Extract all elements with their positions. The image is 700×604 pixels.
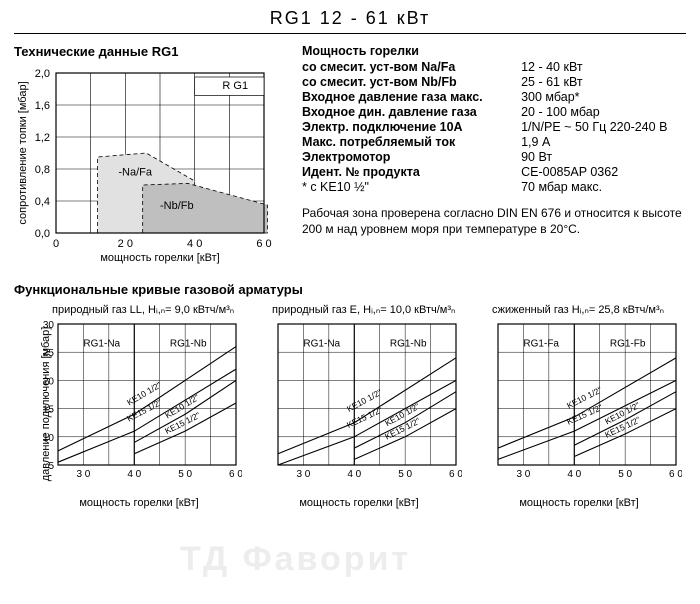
svg-text:6 0: 6 0 — [229, 469, 242, 480]
svg-text:RG1-Nb: RG1-Nb — [390, 339, 427, 350]
svg-text:2 0: 2 0 — [118, 238, 133, 250]
svg-text:сопротивление топки [мбар]: сопротивление топки [мбар] — [17, 81, 29, 224]
spec-key: Входное давление газа макс. — [302, 90, 503, 105]
tech-data-heading: Технические данные RG1 — [14, 44, 284, 59]
spec-value: 20 - 100 мбар — [503, 105, 686, 120]
svg-text:3 0: 3 0 — [516, 469, 530, 480]
specs-block: Мощность горелки со смесит. уст-вом Na/F… — [302, 44, 686, 268]
bottom-ylabel: давление подключения [мбар] — [40, 324, 52, 484]
specs-table: со смесит. уст-вом Na/Fa12 - 40 кВтсо см… — [302, 60, 686, 195]
specs-head: Мощность горелки — [302, 44, 686, 58]
spec-key: Электромотор — [302, 150, 503, 165]
spec-value: 25 - 61 кВт — [503, 75, 686, 90]
svg-text:1,6: 1,6 — [35, 100, 50, 112]
svg-text:5 0: 5 0 — [618, 469, 632, 480]
spec-key: Входное дин. давление газа — [302, 105, 503, 120]
svg-text:-Na/Fa: -Na/Fa — [118, 166, 152, 178]
spec-value: 90 Вт — [503, 150, 686, 165]
svg-text:0,4: 0,4 — [35, 196, 50, 208]
svg-text:3 0: 3 0 — [76, 469, 90, 480]
svg-text:4 0: 4 0 — [347, 469, 361, 480]
svg-text:4 0: 4 0 — [187, 238, 202, 250]
svg-text:6 0: 6 0 — [669, 469, 682, 480]
spec-value: 70 мбар макс. — [503, 180, 686, 195]
mini-xlabel: мощность горелки [кВт] — [252, 497, 466, 509]
gas-curve-chart: природный газ LL, Hᵢ,ₙ= 9,0 кВтч/м³ₙ5101… — [32, 303, 246, 509]
svg-text:4 0: 4 0 — [127, 469, 141, 480]
mini-xlabel: мощность горелки [кВт] — [472, 497, 686, 509]
svg-text:4 0: 4 0 — [567, 469, 581, 480]
spec-value: CE-0085AP 0362 — [503, 165, 686, 180]
svg-text:2,0: 2,0 — [35, 68, 50, 80]
spec-key: со смесит. уст-вом Na/Fa — [302, 60, 503, 75]
bottom-charts-row: природный газ LL, Hᵢ,ₙ= 9,0 кВтч/м³ₙ5101… — [32, 303, 686, 509]
gas-curve-chart: природный газ Е, Hᵢ,ₙ= 10,0 кВтч/м³ₙ 3 0 4… — [252, 303, 466, 509]
mini-chart-title: сжиженный газ Hᵢ,ₙ= 25,8 кВтч/м³ₙ — [472, 303, 686, 316]
mini-chart-title: природный газ Е, Hᵢ,ₙ= 10,0 кВтч/м³ₙ — [252, 303, 466, 316]
spec-value: 300 мбар* — [503, 90, 686, 105]
work-zone-chart: 0,0 0,4 0,8 1,2 1,6 2,0 0 2 0 4 0 6 0 -Na/Fa -Nb/Fb… — [14, 65, 284, 268]
mini-xlabel: мощность горелки [кВт] — [32, 497, 246, 509]
svg-text:RG1-Na: RG1-Na — [303, 339, 340, 350]
specs-note: Рабочая зона проверена согласно DIN EN 6… — [302, 205, 686, 237]
svg-text:5 0: 5 0 — [398, 469, 412, 480]
spec-key: со смесит. уст-вом Nb/Fb — [302, 75, 503, 90]
spec-key: * с KE10 ½" — [302, 180, 503, 195]
svg-text:RG1-Fa: RG1-Fa — [523, 339, 559, 350]
spec-value: 12 - 40 кВт — [503, 60, 686, 75]
svg-text:-Nb/Fb: -Nb/Fb — [160, 200, 194, 212]
svg-text:RG1-Nb: RG1-Nb — [170, 339, 207, 350]
spec-key: Макс. потребляемый ток — [302, 135, 503, 150]
svg-text:0,0: 0,0 — [35, 228, 50, 240]
svg-text:5 0: 5 0 — [178, 469, 192, 480]
svg-text:6 0: 6 0 — [449, 469, 462, 480]
svg-text:RG1-Fb: RG1-Fb — [610, 339, 646, 350]
page-title: RG1 12 - 61 кВт — [14, 8, 686, 29]
svg-text:мощность горелки [кВт]: мощность горелки [кВт] — [100, 252, 219, 264]
svg-text:RG1-Na: RG1-Na — [83, 339, 120, 350]
svg-text:0,8: 0,8 — [35, 164, 50, 176]
hr-top — [14, 33, 686, 34]
svg-text:6 0: 6 0 — [256, 238, 271, 250]
mini-chart-title: природный газ LL, Hᵢ,ₙ= 9,0 кВтч/м³ₙ — [32, 303, 246, 316]
gas-curve-chart: сжиженный газ Hᵢ,ₙ= 25,8 кВтч/м³ₙ 3 0 4 0 5… — [472, 303, 686, 509]
spec-key: Идент. № продукта — [302, 165, 503, 180]
spec-value: 1,9 А — [503, 135, 686, 150]
spec-value: 1/N/PE ~ 50 Гц 220-240 В — [503, 120, 686, 135]
spec-key: Электр. подключение 10A — [302, 120, 503, 135]
svg-text:0: 0 — [53, 238, 59, 250]
curves-heading: Функциональные кривые газовой арматуры — [14, 282, 686, 297]
svg-text:R G1: R G1 — [222, 80, 248, 92]
watermark: ТД Фаворит — [180, 540, 411, 579]
svg-text:1,2: 1,2 — [35, 132, 50, 144]
svg-text:3 0: 3 0 — [296, 469, 310, 480]
